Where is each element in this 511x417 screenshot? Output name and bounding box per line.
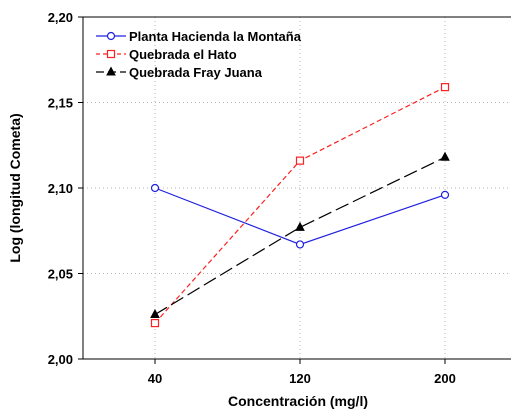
y-tick-label: 2,15 — [48, 96, 73, 111]
series-3-point-2 — [295, 221, 305, 231]
x-tick-label: 120 — [289, 371, 311, 386]
x-axis-title: Concentración (mg/l) — [228, 393, 368, 409]
legend-marker-1 — [106, 31, 116, 41]
series-1-point-2 — [295, 240, 305, 249]
series-3-point-1 — [150, 308, 160, 319]
y-axis-title: Log (longitud Cometa) — [7, 113, 23, 262]
legend-label-2: Quebrada el Hato — [129, 47, 237, 62]
series-line-3 — [154, 156, 446, 316]
series-1-point-1 — [150, 183, 160, 193]
series-2-point-1 — [150, 318, 160, 328]
series-2-point-3 — [440, 83, 450, 92]
y-tick-label: 2,20 — [48, 10, 73, 25]
x-tick-label: 40 — [148, 371, 162, 386]
series-2-point-2 — [295, 156, 305, 165]
legend-label-3: Quebrada Fray Juana — [129, 65, 263, 80]
ticks-layer: 2,00 2,05 2,10 2,15 2,20 40 120 200 — [48, 10, 456, 386]
series-3-point-3 — [440, 151, 450, 161]
markers-layer — [150, 83, 450, 328]
legend-marker-3 — [106, 66, 116, 76]
legend-label-1: Planta Hacienda la Montaña — [129, 29, 302, 44]
series-line-1 — [154, 187, 446, 246]
y-tick-label: 2,05 — [48, 267, 73, 282]
y-tick-label: 2,10 — [48, 181, 73, 196]
grid-layer — [83, 17, 511, 359]
x-tick-label: 200 — [434, 371, 456, 386]
y-tick-label: 2,00 — [48, 352, 73, 367]
series-1-point-3 — [440, 190, 450, 199]
legend-marker-2 — [106, 49, 116, 59]
legend: Planta Hacienda la Montaña Quebrada el Ha… — [96, 29, 302, 80]
